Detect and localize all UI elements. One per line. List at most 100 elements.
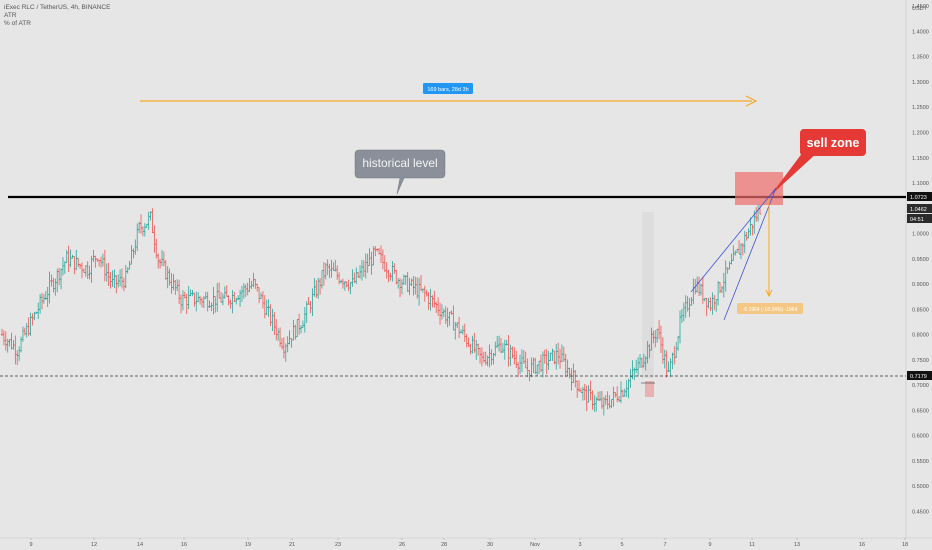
ohlc-bar bbox=[103, 249, 107, 282]
price-tick-1: 1.4500 bbox=[912, 4, 929, 10]
bar-range-badge[interactable] bbox=[423, 83, 473, 94]
ohlc-bar bbox=[511, 346, 514, 359]
ohlc-bar bbox=[322, 262, 326, 286]
ohlc-bar bbox=[162, 251, 166, 267]
ohlc-bar bbox=[756, 204, 760, 222]
measure-arrowhead bbox=[765, 289, 773, 298]
ohlc-bar bbox=[6, 338, 9, 353]
historical-level-callout[interactable] bbox=[354, 149, 446, 195]
ohlc-bar bbox=[402, 274, 406, 285]
ohlc-bar bbox=[109, 272, 112, 289]
ohlc-bar bbox=[675, 341, 678, 359]
date-tick-10: Nov bbox=[530, 542, 540, 548]
last-price-label: 1.0462 bbox=[910, 207, 927, 213]
date-tick-16: 13 bbox=[794, 542, 800, 548]
ohlc-bar bbox=[360, 259, 364, 281]
wedge-lower-line[interactable] bbox=[723, 187, 777, 321]
countdown-label: 04:51 bbox=[910, 217, 924, 223]
ohlc-bar bbox=[115, 275, 118, 294]
ohlc-bar bbox=[219, 291, 223, 303]
ohlc-bar bbox=[227, 295, 230, 306]
ohlc-bar bbox=[235, 297, 238, 305]
ohlc-bar bbox=[452, 305, 455, 331]
ohlc-bar bbox=[29, 312, 32, 336]
ohlc-bar bbox=[54, 278, 57, 296]
price-tick-2: 1.4000 bbox=[912, 29, 929, 35]
indicator-atr-percent[interactable]: % of ATR bbox=[4, 20, 31, 27]
ohlc-bar bbox=[204, 291, 207, 300]
ohlc-bar bbox=[396, 277, 400, 289]
date-tick-0: 9 bbox=[29, 542, 32, 548]
ohlc-bar bbox=[56, 268, 59, 293]
ohlc-bar bbox=[297, 313, 301, 335]
ohlc-bar bbox=[518, 354, 522, 374]
ohlc-bar bbox=[537, 360, 541, 374]
ohlc-bar bbox=[280, 337, 284, 350]
ohlc-bar bbox=[153, 225, 156, 253]
ohlc-bar bbox=[345, 281, 348, 288]
breakout-highlight bbox=[642, 212, 654, 378]
ohlc-bar bbox=[471, 335, 474, 354]
ohlc-bar bbox=[497, 335, 501, 352]
ohlc-bar bbox=[419, 274, 423, 292]
ohlc-bar bbox=[425, 289, 428, 297]
ohlc-bar bbox=[570, 368, 573, 391]
ohlc-bar bbox=[10, 332, 13, 350]
ohlc-bar bbox=[52, 277, 55, 293]
ohlc-bar bbox=[581, 386, 585, 401]
ohlc-bar bbox=[59, 268, 63, 290]
ohlc-bar bbox=[494, 341, 497, 357]
ohlc-bar bbox=[741, 243, 745, 256]
ohlc-bar bbox=[381, 249, 385, 270]
ohlc-bar bbox=[92, 250, 95, 262]
ohlc-bar bbox=[574, 370, 577, 388]
date-tick-13: 7 bbox=[663, 542, 666, 548]
ohlc-bar bbox=[122, 277, 126, 292]
ohlc-bar bbox=[535, 364, 539, 377]
price-tick-21: 0.4500 bbox=[912, 509, 929, 515]
sell-zone-box[interactable] bbox=[735, 172, 783, 205]
ohlc-bar bbox=[711, 292, 714, 315]
ohlc-bar bbox=[351, 269, 354, 287]
wedge-upper-line[interactable] bbox=[690, 187, 777, 293]
price-tick-14: 0.8000 bbox=[912, 333, 929, 339]
symbol-legend[interactable]: iExec RLC / TetherUS, 4h, BINANCE bbox=[4, 4, 111, 11]
ohlc-bar bbox=[438, 302, 442, 325]
indicator-atr[interactable]: ATR bbox=[4, 12, 17, 19]
ohlc-bar bbox=[151, 208, 154, 234]
ohlc-bar bbox=[158, 258, 162, 269]
ohlc-bar bbox=[366, 253, 369, 273]
price-axis[interactable] bbox=[906, 0, 932, 550]
bottom-highlight bbox=[645, 381, 654, 397]
ohlc-bar bbox=[111, 270, 114, 288]
ohlc-bar bbox=[48, 271, 51, 304]
ohlc-bar bbox=[73, 256, 76, 275]
price-tick-3: 1.3500 bbox=[912, 55, 929, 61]
ohlc-bar bbox=[261, 291, 265, 309]
ohlc-bar bbox=[751, 224, 754, 236]
ohlc-bar bbox=[244, 284, 247, 297]
ohlc-bar bbox=[457, 316, 461, 339]
ohlc-bar bbox=[181, 290, 185, 311]
ohlc-bar bbox=[524, 351, 527, 369]
measure-badge[interactable] bbox=[737, 303, 803, 314]
ohlc-bar bbox=[414, 276, 417, 295]
ohlc-bar bbox=[676, 335, 680, 352]
ohlc-bar bbox=[747, 228, 750, 239]
ohlc-bar bbox=[320, 270, 324, 289]
ohlc-bar bbox=[101, 253, 105, 267]
ohlc-bar bbox=[166, 266, 169, 289]
ohlc-bar bbox=[296, 319, 299, 338]
ohlc-bar bbox=[638, 354, 642, 368]
ohlc-bar bbox=[278, 327, 282, 348]
ohlc-bar bbox=[579, 388, 583, 393]
ohlc-bar bbox=[216, 283, 219, 312]
ohlc-bar bbox=[629, 368, 632, 388]
ohlc-bar bbox=[671, 352, 674, 370]
date-tick-8: 28 bbox=[441, 542, 447, 548]
resistance-price-tag bbox=[907, 192, 932, 201]
ohlc-bar bbox=[282, 337, 286, 359]
ohlc-bar bbox=[385, 262, 388, 279]
sell-zone-callout[interactable] bbox=[800, 129, 866, 156]
